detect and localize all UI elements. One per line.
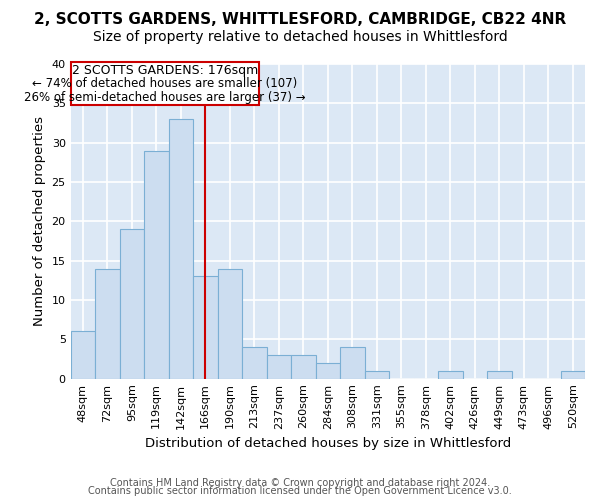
Bar [144,150,169,378]
Y-axis label: Number of detached properties: Number of detached properties [33,116,46,326]
Text: ← 74% of detached houses are smaller (107): ← 74% of detached houses are smaller (10… [32,77,298,90]
Bar [169,119,193,378]
X-axis label: Distribution of detached houses by size in Whittlesford: Distribution of detached houses by size … [145,437,511,450]
Bar [71,332,95,378]
Text: 2, SCOTTS GARDENS, WHITTLESFORD, CAMBRIDGE, CB22 4NR: 2, SCOTTS GARDENS, WHITTLESFORD, CAMBRID… [34,12,566,28]
Bar [560,371,585,378]
Bar [291,355,316,378]
Bar [340,347,365,378]
Bar [218,268,242,378]
Text: Contains HM Land Registry data © Crown copyright and database right 2024.: Contains HM Land Registry data © Crown c… [110,478,490,488]
Bar [487,371,512,378]
Bar [95,268,119,378]
FancyBboxPatch shape [71,62,259,105]
Bar [438,371,463,378]
Bar [193,276,218,378]
Text: 26% of semi-detached houses are larger (37) →: 26% of semi-detached houses are larger (… [24,91,305,104]
Bar [365,371,389,378]
Bar [266,355,291,378]
Bar [242,347,266,378]
Text: Contains public sector information licensed under the Open Government Licence v3: Contains public sector information licen… [88,486,512,496]
Text: 2 SCOTTS GARDENS: 176sqm: 2 SCOTTS GARDENS: 176sqm [72,64,258,76]
Bar [316,363,340,378]
Text: Size of property relative to detached houses in Whittlesford: Size of property relative to detached ho… [92,30,508,44]
Bar [119,229,144,378]
